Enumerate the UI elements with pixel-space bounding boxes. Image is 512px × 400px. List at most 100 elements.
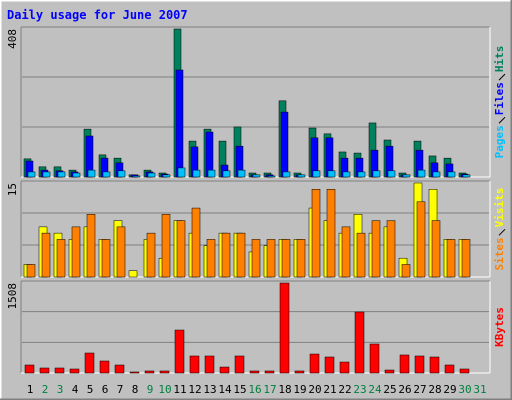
legend-entry: Visits	[493, 188, 506, 228]
bar	[175, 69, 184, 178]
bar	[444, 364, 455, 374]
bar	[39, 367, 50, 374]
bar	[264, 370, 275, 374]
bar	[462, 174, 471, 178]
x-tick-label: 24	[368, 383, 382, 396]
x-tick-label: 23	[353, 383, 366, 396]
bar	[192, 169, 201, 178]
bar	[249, 370, 260, 374]
bar	[236, 232, 246, 278]
bar	[294, 370, 305, 374]
bar	[342, 171, 351, 178]
bar	[312, 170, 321, 178]
bar	[327, 170, 336, 178]
bar	[324, 356, 335, 374]
x-tick-label: 29	[443, 383, 456, 396]
x-tick-label: 7	[117, 383, 124, 396]
x-tick-label: 13	[203, 383, 216, 396]
bar	[101, 239, 111, 278]
bar	[161, 214, 171, 278]
legend-entry: Sites	[493, 237, 506, 270]
bar	[311, 189, 321, 278]
bar	[56, 239, 66, 278]
bar	[357, 171, 366, 178]
x-tick-label: 17	[263, 383, 276, 396]
bar	[372, 170, 381, 178]
x-tick-label: 31	[473, 383, 486, 396]
legend-separator	[498, 116, 506, 124]
bar	[116, 226, 126, 278]
bar	[432, 171, 441, 178]
bar	[146, 232, 156, 278]
x-tick-label: 16	[248, 383, 261, 396]
bar	[71, 226, 81, 278]
bar	[267, 175, 276, 178]
bar	[27, 171, 36, 178]
x-tick-label: 28	[428, 383, 441, 396]
x-tick-label: 30	[458, 383, 471, 396]
plot-area	[21, 281, 490, 373]
bar	[279, 282, 290, 374]
x-tick-label: 10	[158, 383, 171, 396]
bar	[114, 364, 125, 374]
bar	[72, 172, 81, 178]
bar	[341, 226, 351, 278]
chart-title: Daily usage for June 2007	[7, 8, 188, 22]
legend-entry: KBytes	[493, 307, 506, 347]
x-tick-label: 5	[87, 383, 94, 396]
bar	[177, 167, 186, 178]
bar	[102, 171, 111, 178]
bar	[431, 220, 441, 278]
y-tick-label: 15	[6, 183, 19, 196]
bar	[132, 175, 141, 178]
x-tick-label: 3	[57, 383, 64, 396]
bar	[461, 239, 471, 278]
bar	[69, 368, 80, 374]
bar	[459, 368, 470, 374]
legend-entry: Pages	[493, 125, 506, 158]
x-tick-label: 26	[398, 383, 411, 396]
bar	[222, 170, 231, 178]
bar	[266, 239, 276, 278]
bar	[117, 170, 126, 178]
bar	[144, 370, 155, 374]
x-tick-label: 22	[338, 383, 351, 396]
bar	[384, 369, 395, 374]
bar	[84, 352, 95, 374]
x-tick-label: 9	[147, 383, 154, 396]
bar	[326, 189, 336, 278]
bar	[42, 171, 51, 178]
bar	[237, 169, 246, 178]
bar	[401, 264, 411, 278]
bar	[402, 174, 411, 178]
bar	[446, 239, 456, 278]
bar	[41, 232, 51, 278]
x-tick-label: 19	[293, 383, 306, 396]
bar	[297, 174, 306, 178]
bar	[280, 111, 289, 178]
bar	[251, 239, 261, 278]
legend-entry: Files	[493, 82, 506, 115]
bar	[24, 364, 35, 374]
bar	[162, 174, 171, 178]
bar	[129, 371, 140, 374]
bar	[174, 329, 185, 374]
legend-entry: Hits	[493, 46, 506, 73]
bar	[86, 214, 96, 278]
bar	[414, 355, 425, 374]
x-tick-label: 14	[218, 383, 232, 396]
x-tick-label: 15	[233, 383, 246, 396]
bar	[221, 232, 231, 278]
x-tick-label: 20	[308, 383, 321, 396]
legend-separator	[498, 228, 506, 236]
bar	[416, 201, 426, 278]
bar	[356, 232, 366, 278]
bar	[219, 366, 230, 374]
bar	[57, 171, 66, 178]
bar	[296, 239, 306, 278]
bar	[281, 239, 291, 278]
plot-area	[21, 27, 490, 177]
legend-separator	[498, 73, 506, 81]
bar	[354, 311, 365, 374]
